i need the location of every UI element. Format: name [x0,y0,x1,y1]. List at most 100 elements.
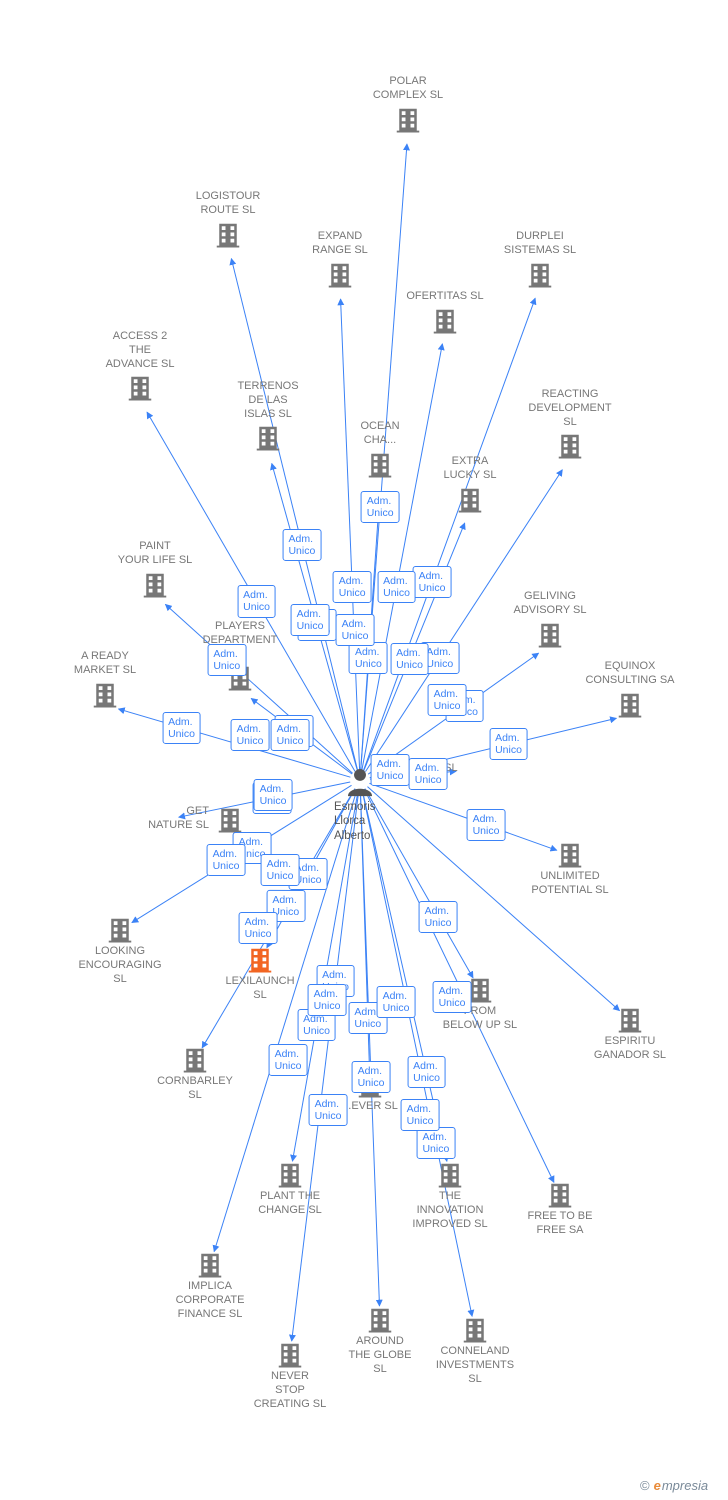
company-label: PLANT THECHANGE SL [235,1190,345,1218]
company-node[interactable]: LEXILAUNCHSL [205,945,315,1005]
company-label: UNLIMITEDPOTENTIAL SL [515,870,625,898]
edge [362,790,472,1317]
building-icon [180,1045,210,1075]
edge-role-label: Adm.Unico [407,1056,446,1088]
company-node[interactable]: PAINTYOUR LIFE SL [100,540,210,600]
building-icon [275,1340,305,1370]
company-node[interactable]: FREE TO BEFREE SA [505,1180,615,1240]
edge-role-label: Adm.Unico [239,912,278,944]
building-icon [535,620,565,650]
diagram-canvas [0,0,728,1500]
company-node[interactable]: GETNATURE SL [85,805,245,835]
edge-role-label: Adm.Unico [489,728,528,760]
company-node[interactable]: UNLIMITEDPOTENTIAL SL [515,840,625,900]
edge-role-label: Adm.Unico [413,566,452,598]
edge-role-label: Adm.Unico [409,758,448,790]
company-node[interactable]: ACCESS 2THEADVANCE SL [85,330,195,403]
company-node[interactable]: GELIVINGADVISORY SL [495,590,605,650]
company-label: A READYMARKET SL [50,650,160,678]
edge-role-label: Adm.Unico [282,529,321,561]
company-label: GELIVINGADVISORY SL [495,590,605,618]
company-node[interactable]: THEINNOVATIONIMPROVED SL [395,1160,505,1233]
edge-role-label: Adm.Unico [261,854,300,886]
company-label: DURPLEISISTEMAS SL [485,230,595,258]
edge-role-label: Adm.Unico [401,1099,440,1131]
edge-role-label: Adm.Unico [467,809,506,841]
edge-role-label: Adm.Unico [333,571,372,603]
building-icon [435,1160,465,1190]
edge-role-label: Adm.Unico [361,491,400,523]
company-node[interactable]: PLANT THECHANGE SL [235,1160,345,1220]
building-icon [253,423,283,453]
edge-role-label: Adm.Unico [433,981,472,1013]
building-icon [195,1250,225,1280]
company-node[interactable]: OFERTITAS SL [390,290,500,336]
company-node[interactable]: A READYMARKET SL [50,650,160,710]
edge-role-label: Adm.Unico [309,1094,348,1126]
edge-role-label: Adm.Unico [377,570,416,602]
edge-role-label: Adm.Unico [377,986,416,1018]
edge-role-label: Adm.Unico [162,711,201,743]
company-node[interactable]: NEVERSTOPCREATING SL [235,1340,345,1413]
building-icon [365,1305,395,1335]
building-icon [140,570,170,600]
edge-role-label: Adm.Unico [336,614,375,646]
company-label: ESPIRITUGANADOR SL [575,1035,685,1063]
company-label: THEINNOVATIONIMPROVED SL [395,1190,505,1231]
edge-role-label: Adm.Unico [416,1127,455,1159]
company-node[interactable]: CONNELANDINVESTMENTSSL [420,1315,530,1388]
company-label: LOOKINGENCOURAGINGSL [65,945,175,986]
company-node[interactable]: TERRENOSDE LASISLAS SL [213,380,323,453]
company-label: CONNELANDINVESTMENTSSL [420,1345,530,1386]
building-icon [245,945,275,975]
edge [360,790,379,1306]
company-label: OCEANCHA... [325,420,435,448]
building-icon [615,690,645,720]
company-node[interactable]: REACTINGDEVELOPMENTSL [515,388,625,461]
copyright-symbol: © [640,1478,650,1493]
edge [231,259,357,771]
building-icon [365,450,395,480]
company-node[interactable]: LOOKINGENCOURAGINGSL [65,915,175,988]
edge-role-label: Adm.Unico [207,644,246,676]
company-node[interactable]: DURPLEISISTEMAS SL [485,230,595,290]
edge-role-label: Adm.Unico [352,1061,391,1093]
company-node[interactable]: EQUINOXCONSULTING SA [575,660,685,720]
edge-role-label: Adm.Unico [308,984,347,1016]
building-icon [213,220,243,250]
company-node[interactable]: EXPANDRANGE SL [285,230,395,290]
watermark: © empresia [640,1478,708,1493]
edge-role-label: Adm.Unico [254,779,293,811]
company-label: LOGISTOURROUTE SL [173,190,283,218]
building-icon [105,915,135,945]
company-node[interactable]: POLARCOMPLEX SL [353,75,463,135]
company-label: TERRENOSDE LASISLAS SL [213,380,323,421]
edge-role-label: Adm.Unico [371,754,410,786]
center-person-label: EsmorisLlorcaAlberto [334,800,376,843]
edge-role-label: Adm.Unico [428,684,467,716]
building-icon [325,260,355,290]
edge-role-label: Adm.Unico [231,719,270,751]
company-node[interactable]: EXTRALUCKY SL [415,455,525,515]
company-label: FREE TO BEFREE SA [505,1210,615,1238]
company-node[interactable]: LOGISTOURROUTE SL [173,190,283,250]
edge-role-label: Adm.Unico [390,642,429,674]
edge-role-label: Adm.Unico [237,585,276,617]
edge-role-label: Adm.Unico [271,719,310,751]
company-label: PAINTYOUR LIFE SL [100,540,210,568]
company-node[interactable]: IMPLICACORPORATEFINANCE SL [155,1250,265,1323]
watermark-accent: e [654,1478,661,1493]
edge [341,299,360,770]
building-icon [275,1160,305,1190]
edge-role-label: Adm.Unico [419,900,458,932]
building-icon [555,840,585,870]
company-node[interactable]: CORNBARLEYSL [140,1045,250,1105]
building-icon [460,1315,490,1345]
company-label: NEVERSTOPCREATING SL [235,1370,345,1411]
building-icon [90,680,120,710]
company-node[interactable]: ESPIRITUGANADOR SL [575,1005,685,1065]
edge-role-label: Adm.Unico [207,844,246,876]
watermark-text: mpresia [662,1478,708,1493]
company-label: IMPLICACORPORATEFINANCE SL [155,1280,265,1321]
building-icon [125,373,155,403]
